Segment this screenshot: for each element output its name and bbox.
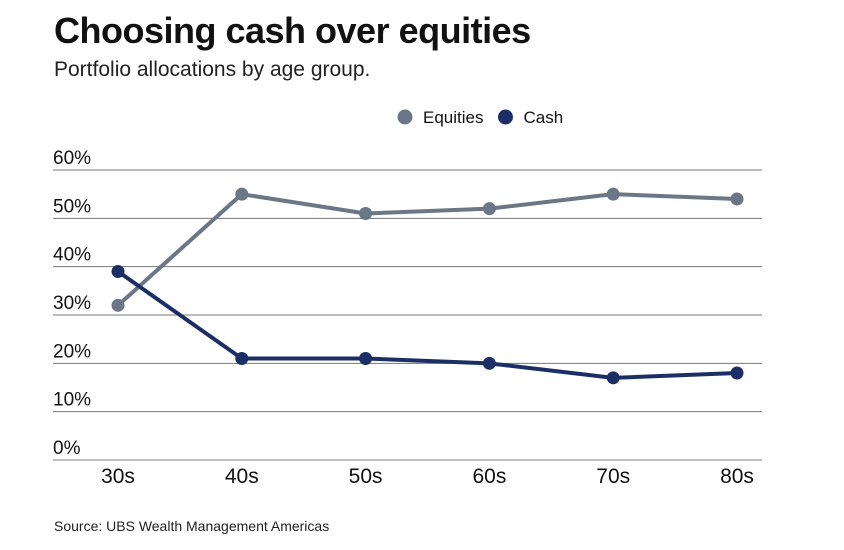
y-tick-label: 60% [53,148,91,169]
data-point-equities [359,207,373,220]
data-point-equities [730,192,744,206]
x-tick-label: 80s [720,465,754,488]
y-tick-label: 40% [53,245,91,266]
series-line-equities [116,192,738,307]
chart-title: Choosing cash over equities [54,10,531,51]
y-tick-label: 10% [53,390,91,411]
x-tick-label: 30s [101,465,135,488]
x-tick-label: 50s [349,465,383,488]
data-point-equities [606,187,620,201]
data-point-cash [482,356,496,370]
legend-marker [497,109,513,125]
data-point-cash [730,366,744,380]
legend-label: Cash [523,108,563,127]
legend-label: Equities [423,108,483,127]
data-point-equities [111,298,125,312]
data-point-equities [235,187,249,201]
data-point-equities [482,202,496,216]
source-note: Source: UBS Wealth Management Americas [54,518,330,534]
data-point-cash [111,265,125,278]
y-tick-label: 20% [53,341,91,362]
y-tick-label: 50% [53,196,91,217]
chart-subtitle: Portfolio allocations by age group. [54,58,371,81]
y-tick-label: 30% [53,293,91,314]
y-tick-label: 0% [53,438,81,459]
x-tick-label: 70s [596,465,630,488]
data-point-cash [606,371,620,385]
x-tick-label: 60s [472,465,506,488]
x-tick-label: 40s [225,465,259,488]
data-point-cash [359,352,373,365]
series-line-cash [116,269,738,380]
data-point-cash [235,352,249,365]
legend-marker [397,109,413,125]
